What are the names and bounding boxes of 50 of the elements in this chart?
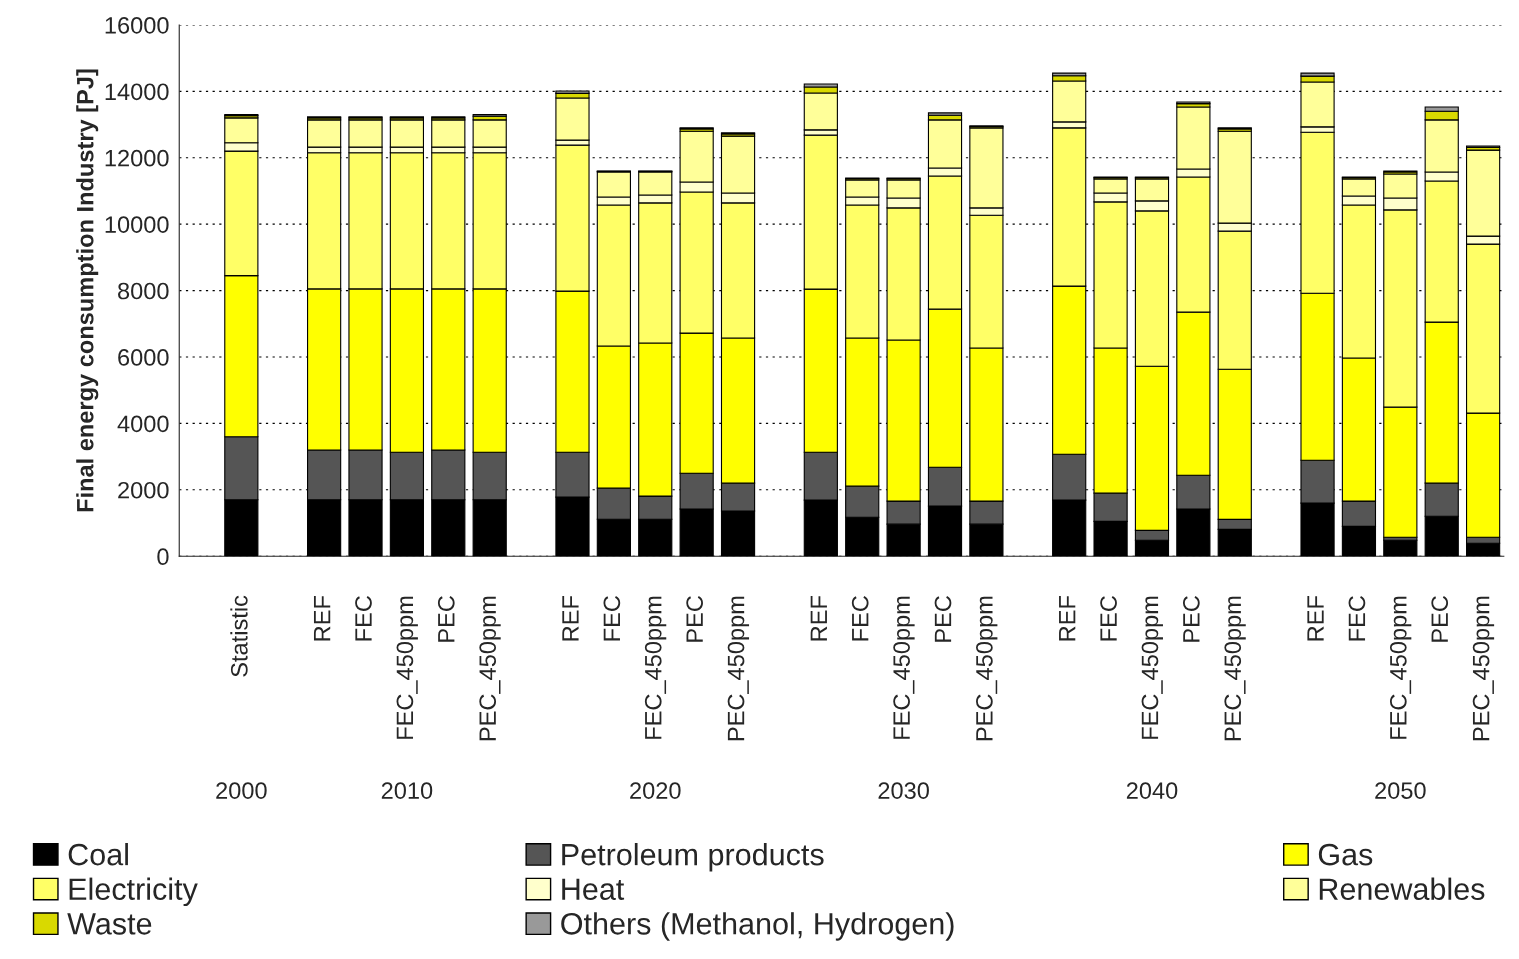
x-tick-label: Statistic [230,595,248,677]
y-tick-label: 8000 [118,282,169,300]
text: 2030 [878,782,929,799]
x-tick-label: FEC_450ppm [893,596,915,739]
x-tick-label: REF [810,596,827,641]
text: 2000 [216,782,267,799]
y-axis-title: Final energy consumption Industry [PJ] [76,69,99,512]
y-tick-label: 0 [157,548,169,566]
legend-label: Others (Methanol, Hydrogen) [561,912,954,941]
x-tick-label: FEC [355,596,372,641]
x-tick-label: REF [1307,596,1324,641]
legend-label: Petroleum products [562,842,824,872]
x-tick-label: PEC [1431,596,1449,642]
x-tick-label: REF [313,596,331,641]
legend-label: Electricity [69,877,198,907]
y-tick-label: 10000 [105,216,169,233]
x-tick-label: FEC [1348,596,1366,641]
y-tick-label: 14000 [105,83,169,101]
x-tick-label: PEC [1182,596,1200,642]
y-tick-label: 2000 [118,481,169,499]
x-tick-label: FEC [603,596,621,641]
x-tick-label: PEC [686,596,703,642]
x-tick-label: FEC_450ppm [1389,596,1412,739]
x-tick-label: PEC [437,596,455,642]
legend-label: Coal [68,842,128,866]
x-tick-label: PEC_450ppm [1472,596,1495,741]
x-tick-label: PEC_450ppm [479,596,501,741]
y-tick-label: 12000 [105,149,169,167]
text: 2010 [381,782,433,799]
x-tick-label: FEC_450ppm [396,596,418,739]
y-tick-label: 6000 [118,349,169,366]
x-tick-label: FEC_450ppm [644,596,667,739]
x-tick-label: FEC [851,596,869,641]
x-tick-label: FEC_450ppm [1141,596,1163,739]
x-tick-label: REF [562,596,579,641]
x-tick-label: PEC_450ppm [727,596,750,741]
text: 2020 [630,782,681,799]
x-tick-label: PEC_450ppm [976,596,998,741]
y-tick-label: 4000 [117,415,169,433]
x-tick-label: PEC [934,596,952,642]
x-tick-label: REF [1059,596,1076,641]
text: 2050 [1375,782,1426,799]
y-tick-label: 16000 [105,17,169,34]
legend-label: Renewables [1319,877,1485,901]
x-tick-label: PEC_450ppm [1224,596,1246,741]
text: 2040 [1126,782,1178,799]
legend-label: Waste [67,913,152,935]
legend-label: Heat [562,878,625,901]
legend-label: Gas [1318,843,1373,866]
x-tick-label: FEC [1100,596,1117,641]
